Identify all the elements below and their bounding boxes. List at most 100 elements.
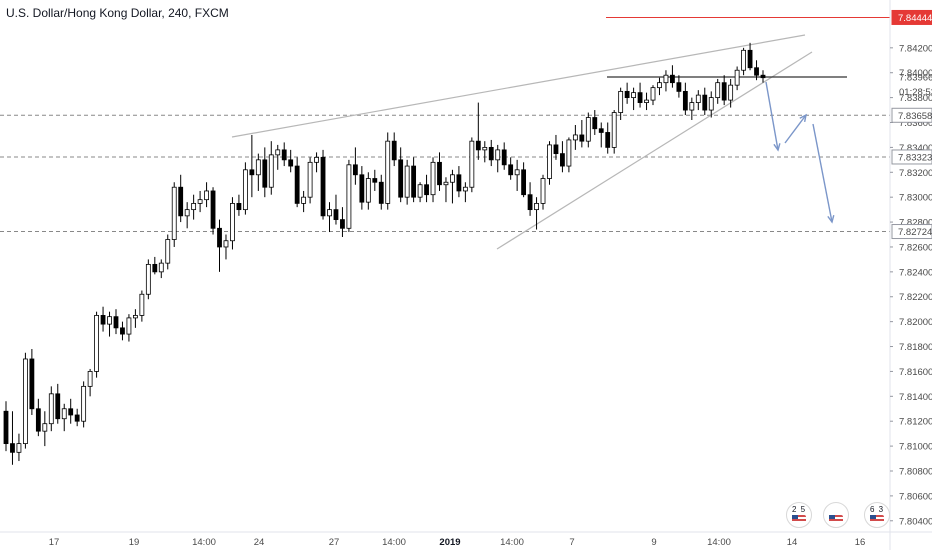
candle-body	[760, 74, 766, 79]
price-line-label: 7.83658	[891, 107, 932, 123]
y-tick-label: 7.80800	[899, 466, 932, 477]
candle	[152, 256, 158, 275]
candle-body	[16, 443, 22, 453]
candle	[385, 132, 391, 210]
candle	[314, 152, 319, 173]
us-flag-icon	[829, 515, 843, 523]
candle-body	[314, 156, 319, 163]
candle-body	[508, 164, 514, 176]
candle	[462, 182, 468, 203]
candle-body	[230, 203, 235, 242]
candle-body	[359, 174, 365, 203]
candle-body	[488, 146, 494, 161]
candle-body	[650, 87, 656, 101]
candle	[417, 182, 423, 203]
chart-title: U.S. Dollar/Hong Kong Dollar, 240, FXCM	[6, 6, 229, 20]
candle	[456, 166, 462, 198]
candle-body	[547, 144, 552, 179]
candle-body	[281, 149, 287, 161]
candle	[721, 75, 727, 106]
candle-body	[197, 199, 203, 204]
candle-body	[307, 161, 313, 198]
candle-body	[715, 82, 721, 99]
candle	[585, 112, 591, 148]
candle-body	[327, 209, 332, 217]
economic-event-badge[interactable]	[823, 502, 849, 528]
candle-body	[637, 92, 643, 103]
candle-body	[398, 159, 404, 198]
candle	[42, 411, 48, 447]
candle-body	[728, 84, 734, 101]
candle-body	[204, 190, 209, 201]
y-tick-label: 7.80600	[899, 491, 932, 502]
candle	[223, 234, 229, 260]
x-tick-label: 17	[49, 537, 60, 548]
candle	[255, 153, 261, 191]
candle	[242, 162, 248, 215]
candle	[359, 166, 365, 210]
candle-body	[74, 414, 80, 422]
candle-body	[191, 203, 197, 211]
candle	[29, 349, 35, 415]
candle	[100, 306, 106, 332]
candle-body	[663, 74, 669, 84]
candle-body	[566, 139, 572, 167]
candle-body	[333, 209, 339, 220]
candle	[230, 197, 235, 250]
drawings-layer	[231, 34, 847, 250]
candle	[488, 139, 494, 167]
candle-body	[288, 159, 294, 167]
candle	[657, 77, 662, 96]
candle	[204, 182, 209, 208]
candle	[566, 137, 572, 173]
candle-body	[275, 149, 281, 156]
candle-body	[682, 90, 688, 111]
candle-body	[346, 164, 352, 229]
price-line-label: 7.84444	[891, 9, 932, 25]
candle	[275, 144, 281, 170]
candle-body	[708, 97, 714, 111]
candle-body	[158, 262, 164, 273]
candle	[715, 78, 721, 104]
economic-event-badge[interactable]: 6 3	[864, 502, 890, 528]
candle	[534, 197, 539, 230]
candle	[191, 194, 197, 220]
candle-body	[521, 169, 527, 196]
candles-layer	[3, 42, 766, 465]
candle-body	[262, 159, 268, 188]
candle	[288, 149, 294, 173]
candle	[107, 311, 112, 337]
price-line-label: 7.83323	[891, 149, 932, 165]
candle-body	[81, 385, 87, 422]
candle-body	[417, 184, 423, 198]
candle	[450, 169, 455, 204]
candle-body	[55, 393, 61, 420]
candle	[650, 85, 656, 106]
candle	[391, 132, 397, 167]
candle	[320, 149, 326, 220]
candle-body	[242, 169, 248, 211]
candle-body	[139, 293, 145, 316]
projection-arrow-2-head	[799, 113, 807, 123]
candle	[307, 157, 313, 204]
candle-body	[152, 263, 158, 273]
candle-body	[120, 327, 125, 335]
candle-body	[372, 178, 378, 183]
y-tick-label: 7.83000	[899, 193, 932, 204]
candle-body	[391, 140, 397, 161]
economic-event-badge[interactable]: 2 5	[786, 502, 812, 528]
candle-body	[443, 181, 449, 186]
candle	[443, 177, 449, 203]
y-tick-label: 7.83200	[899, 168, 932, 179]
candle	[560, 141, 565, 173]
projection-arrow-3-head	[827, 215, 835, 224]
candle	[689, 97, 695, 121]
y-tick-label: 7.82600	[899, 242, 932, 253]
candle-body	[437, 161, 442, 186]
y-tick-label: 7.82000	[899, 317, 932, 328]
candle	[579, 120, 585, 148]
candle-body	[501, 149, 507, 166]
